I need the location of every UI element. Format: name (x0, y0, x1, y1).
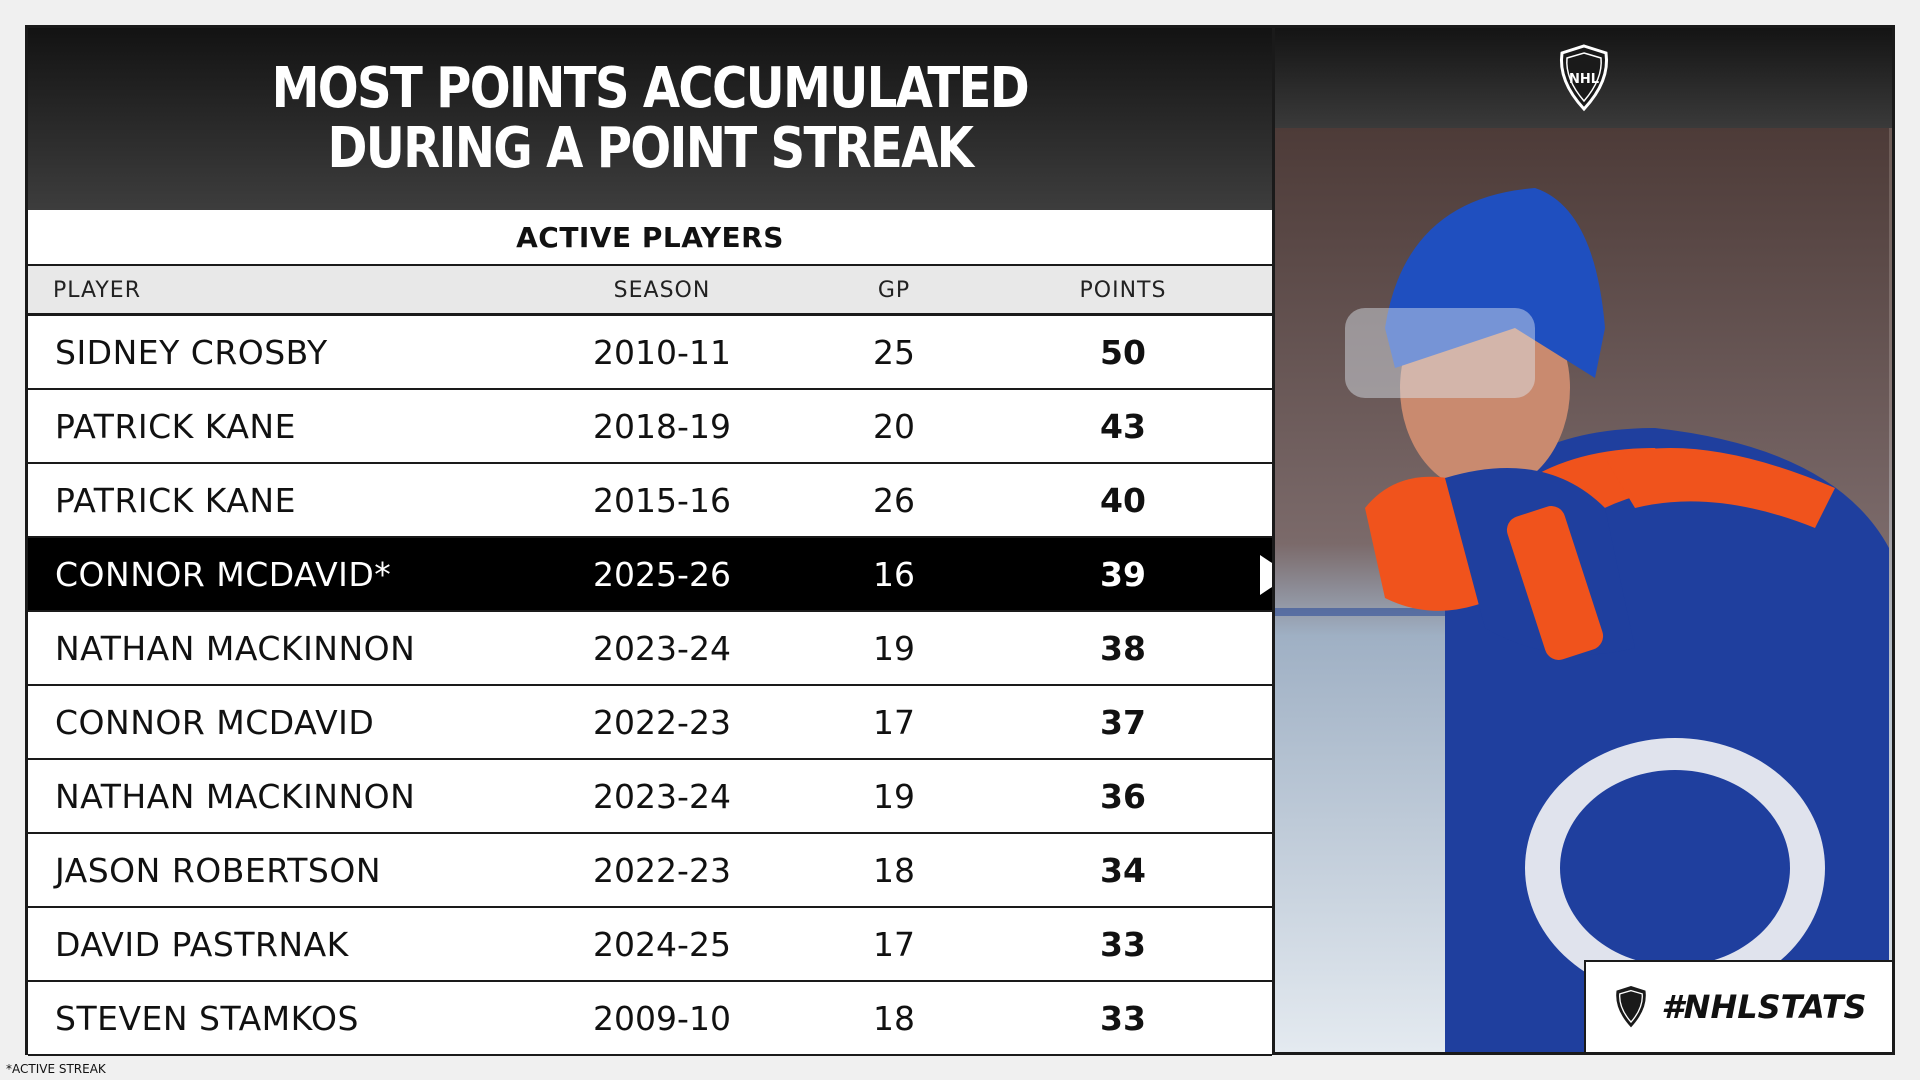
gp-cell: 18 (873, 851, 915, 890)
logo-text: NHL (1568, 72, 1598, 87)
gp-cell: 19 (873, 777, 915, 816)
player-cell: PATRICK KANE (55, 481, 296, 520)
column-header-gp: GP (877, 278, 911, 303)
stats-panel: MOST POINTS ACCUMULATED DURING A POINT S… (28, 28, 1290, 1056)
column-header-season: SEASON (613, 278, 711, 303)
gp-cell: 19 (873, 629, 915, 668)
season-cell: 2018-19 (593, 407, 731, 446)
nhl-shield-icon: NHL (1559, 44, 1608, 112)
season-cell: 2024-25 (593, 925, 731, 964)
gp-cell: 25 (873, 333, 915, 372)
table-row: DAVID PASTRNAK 2024-25 17 33 (28, 908, 1272, 982)
table-row: PATRICK KANE 2018-19 20 43 (28, 390, 1272, 464)
points-cell: 50 (1100, 333, 1146, 372)
gp-cell: 17 (873, 925, 915, 964)
player-cell: STEVEN STAMKOS (55, 999, 359, 1038)
hashtag-badge: #NHLSTATS (1584, 960, 1892, 1052)
player-cell: SIDNEY CROSBY (55, 333, 328, 372)
season-cell: 2023-24 (593, 629, 731, 668)
graphic-frame: MOST POINTS ACCUMULATED DURING A POINT S… (25, 25, 1895, 1056)
player-cell: DAVID PASTRNAK (55, 925, 349, 964)
player-cell: CONNOR MCDAVID* (55, 555, 392, 594)
title-bar: MOST POINTS ACCUMULATED DURING A POINT S… (28, 28, 1272, 210)
season-cell: 2025-26 (593, 555, 731, 594)
season-cell: 2023-24 (593, 777, 731, 816)
points-cell: 36 (1100, 777, 1146, 816)
gp-cell: 16 (873, 555, 915, 594)
points-cell: 33 (1100, 925, 1146, 964)
season-cell: 2010-11 (593, 333, 731, 372)
title-line-1: MOST POINTS ACCUMULATED (271, 56, 1030, 121)
points-cell: 37 (1100, 703, 1146, 742)
season-cell: 2015-16 (593, 481, 731, 520)
table-row: NATHAN MACKINNON 2023-24 19 38 (28, 612, 1272, 686)
gp-cell: 20 (873, 407, 915, 446)
points-cell: 40 (1100, 481, 1146, 520)
points-cell: 43 (1100, 407, 1146, 446)
table-body: SIDNEY CROSBY 2010-11 25 50 PATRICK KANE 2018… (28, 316, 1290, 1056)
points-cell: 34 (1100, 851, 1146, 890)
player-cell: NATHAN MACKINNON (55, 629, 416, 668)
table-row: CONNOR MCDAVID 2022-23 17 37 (28, 686, 1272, 760)
player-cell: PATRICK KANE (55, 407, 296, 446)
gp-cell: 17 (873, 703, 915, 742)
season-cell: 2022-23 (593, 851, 731, 890)
player-illustration (1275, 128, 1889, 1052)
points-cell: 33 (1100, 999, 1146, 1038)
table-row: STEVEN STAMKOS 2009-10 18 33 (28, 982, 1272, 1056)
title-line-2: DURING A POINT STREAK (327, 116, 975, 181)
logo-bar: NHL (1275, 28, 1892, 128)
season-cell: 2022-23 (593, 703, 731, 742)
player-cell: JASON ROBERTSON (55, 851, 382, 890)
table-row: PATRICK KANE 2015-16 26 40 (28, 464, 1272, 538)
player-cell: NATHAN MACKINNON (55, 777, 416, 816)
table-subtitle: ACTIVE PLAYERS (28, 210, 1272, 266)
season-cell: 2009-10 (593, 999, 731, 1038)
points-cell: 38 (1100, 629, 1146, 668)
player-cell: CONNOR MCDAVID (55, 703, 375, 742)
photo-panel: NHL (1272, 28, 1892, 1052)
player-photo: #NHLSTATS (1275, 128, 1892, 1052)
hashtag-text: #NHLSTATS (1661, 988, 1867, 1026)
nhl-shield-small-icon (1616, 985, 1647, 1028)
footnote: *ACTIVE STREAK (6, 1062, 106, 1076)
points-cell: 39 (1100, 555, 1146, 594)
table-row-highlighted: CONNOR MCDAVID* 2025-26 16 39 (28, 538, 1290, 612)
column-header-player: PLAYER (53, 278, 141, 303)
table-row: JASON ROBERTSON 2022-23 18 34 (28, 834, 1272, 908)
column-header-points: POINTS (1079, 278, 1167, 303)
gp-cell: 18 (873, 999, 915, 1038)
gp-cell: 26 (873, 481, 915, 520)
table-row: NATHAN MACKINNON 2023-24 19 36 (28, 760, 1272, 834)
table-row: SIDNEY CROSBY 2010-11 25 50 (28, 316, 1272, 390)
column-header-row: PLAYER SEASON GP POINTS (28, 266, 1272, 316)
